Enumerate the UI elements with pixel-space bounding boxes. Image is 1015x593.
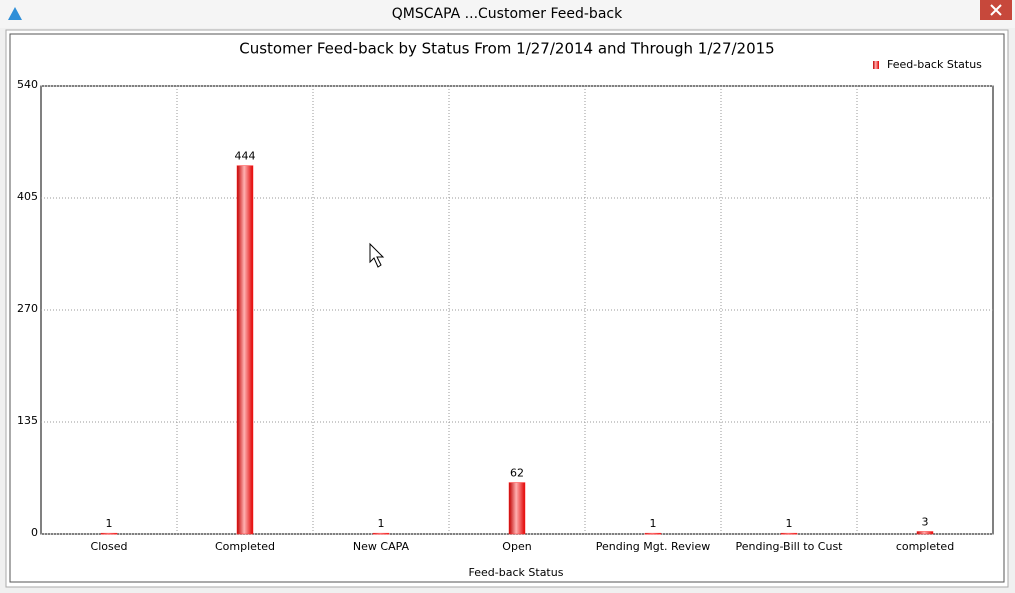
value-label: 62 bbox=[510, 467, 524, 480]
y-tick-label: 405 bbox=[17, 190, 38, 203]
bar bbox=[780, 532, 798, 535]
title-bar bbox=[0, 0, 1015, 28]
value-label: 444 bbox=[235, 150, 256, 163]
value-label: 3 bbox=[922, 516, 929, 529]
chart-title: Customer Feed-back by Status From 1/27/2… bbox=[239, 40, 774, 58]
plot: 0 135 270 405 540 1 444 1 62 1 1 3 Feed-back Status C… bbox=[17, 58, 993, 553]
y-tick-label: 135 bbox=[17, 414, 38, 427]
x-tick-label: Open bbox=[502, 540, 531, 553]
bar bbox=[916, 531, 934, 535]
value-label: 1 bbox=[786, 517, 793, 530]
window-title: QMSCAPA ...Customer Feed-back bbox=[392, 6, 623, 22]
bar bbox=[644, 532, 662, 535]
bar bbox=[508, 482, 526, 535]
bar bbox=[100, 532, 118, 535]
x-tick-label: Closed bbox=[91, 540, 128, 553]
value-label: 1 bbox=[106, 517, 113, 530]
y-tick-label: 0 bbox=[31, 526, 38, 539]
x-tick-label: Completed bbox=[215, 540, 275, 553]
close-icon bbox=[990, 4, 1002, 16]
x-tick-label: New CAPA bbox=[353, 540, 410, 553]
value-label: 1 bbox=[650, 517, 657, 530]
x-tick-label: Pending-Bill to Cust bbox=[736, 540, 844, 553]
y-tick-label: 270 bbox=[17, 302, 38, 315]
x-axis-label: Feed-back Status bbox=[469, 566, 564, 579]
y-tick-label: 540 bbox=[17, 78, 38, 91]
legend-swatch bbox=[873, 61, 879, 69]
x-tick-label: Pending Mgt. Review bbox=[596, 540, 711, 553]
app-icon bbox=[8, 7, 22, 20]
legend-label: Feed-back Status bbox=[887, 58, 982, 71]
value-label: 1 bbox=[378, 517, 385, 530]
bar bbox=[372, 532, 390, 535]
bar bbox=[236, 165, 254, 535]
mouse-cursor bbox=[369, 242, 385, 268]
x-tick-label: completed bbox=[896, 540, 954, 553]
